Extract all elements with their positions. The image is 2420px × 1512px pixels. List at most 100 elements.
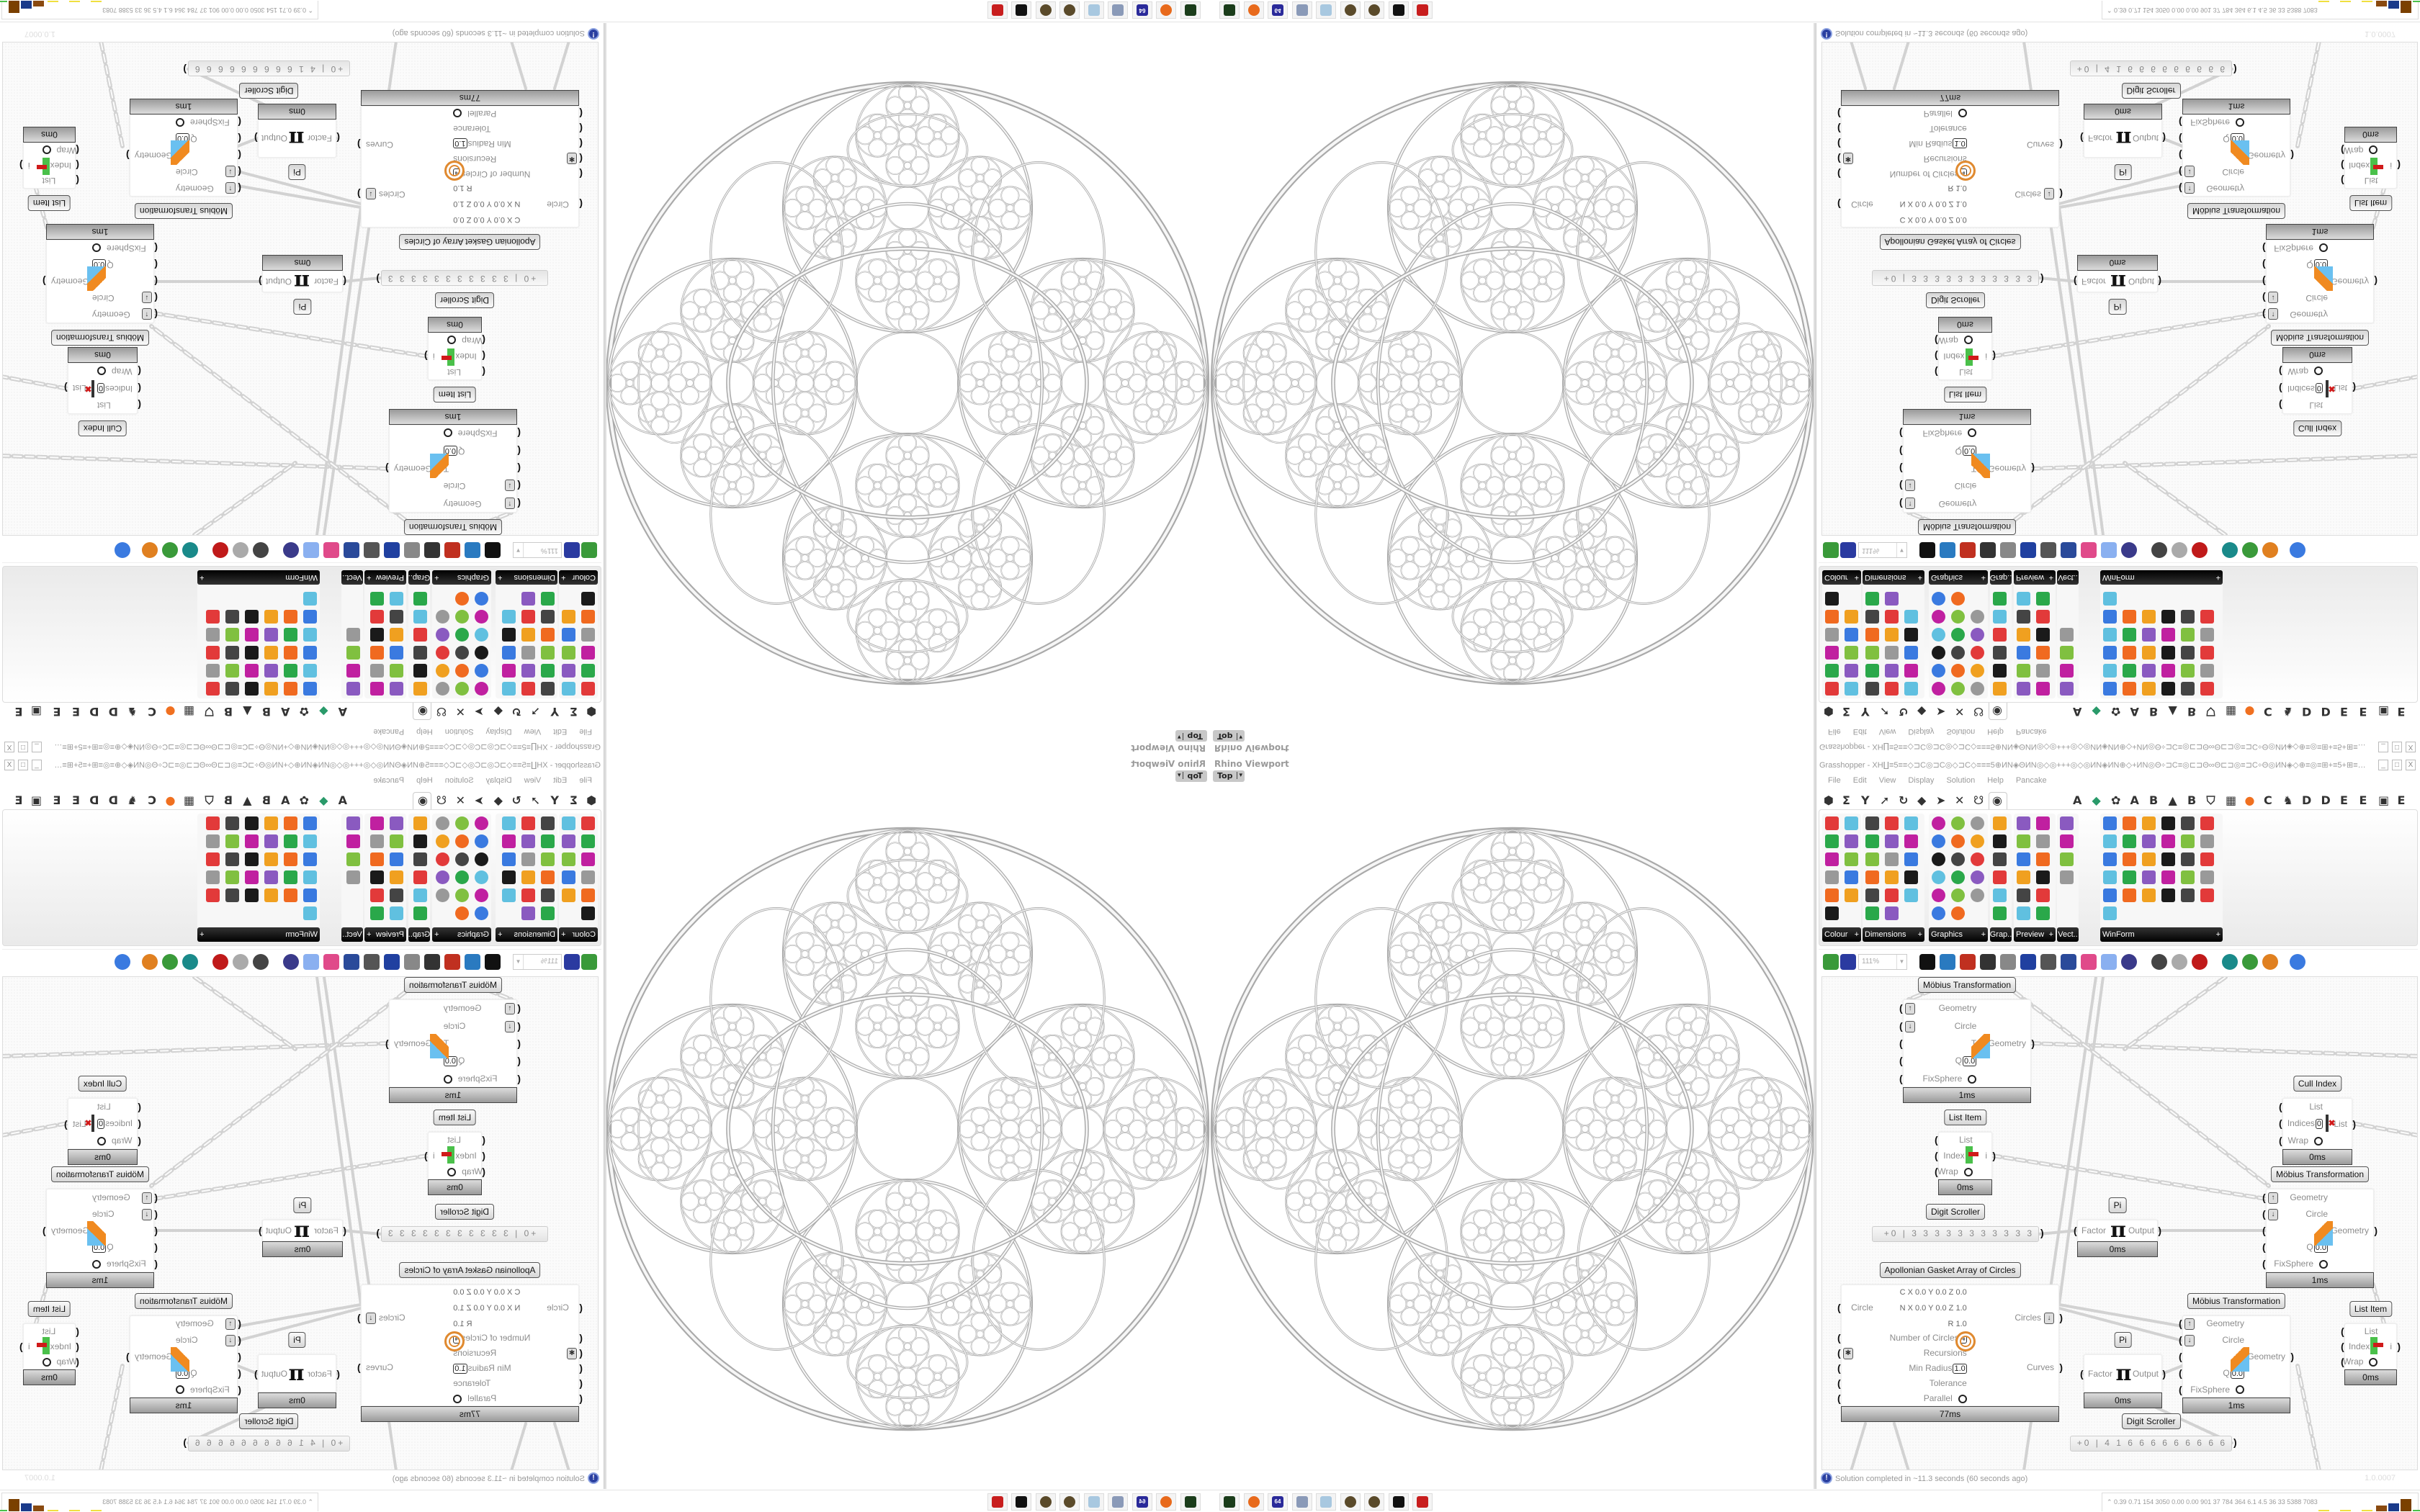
component-icon[interactable]: [1865, 906, 1879, 920]
component-icon[interactable]: [1885, 852, 1899, 866]
panel-footer[interactable]: Graphics +: [1929, 927, 1988, 942]
panel-footer[interactable]: Grap..: [1990, 927, 2012, 942]
tab-icon[interactable]: ⬢: [586, 793, 596, 807]
input-grip[interactable]: (: [1935, 366, 1938, 378]
component-icon[interactable]: [264, 852, 278, 866]
component-icon[interactable]: [475, 870, 488, 884]
component-icon[interactable]: [370, 870, 384, 884]
tab-icon[interactable]: B: [2187, 705, 2197, 719]
component-icon[interactable]: [1932, 682, 1945, 696]
component-icon[interactable]: [2142, 852, 2156, 866]
input-param[interactable]: (Parallel: [1837, 105, 2058, 120]
input-grip[interactable]: (: [1837, 1392, 1841, 1405]
component-title[interactable]: Pi: [2114, 164, 2132, 180]
panel-footer[interactable]: Dimensions +: [496, 927, 557, 942]
taskbar-app[interactable]: 64: [1268, 1, 1288, 19]
input-grip[interactable]: (: [1837, 138, 1841, 150]
output-label[interactable]: Geometry: [1988, 464, 2026, 474]
package-icon[interactable]: [323, 954, 339, 970]
taskbar-app[interactable]: [1340, 1493, 1361, 1511]
wire-cross-icon[interactable]: [283, 954, 299, 970]
input-param[interactable]: (Wrap: [2279, 362, 2352, 379]
menu-file[interactable]: File: [579, 727, 592, 736]
component-icon[interactable]: [2200, 870, 2214, 884]
input-param[interactable]: (FixSphere: [1899, 1071, 2030, 1088]
input-param[interactable]: (↑ Geometry: [2262, 1189, 2373, 1206]
component-icon[interactable]: [1932, 870, 1945, 884]
component-icon[interactable]: [455, 870, 469, 884]
component-icon[interactable]: [2142, 870, 2156, 884]
component-icon[interactable]: [1885, 610, 1899, 624]
input-grip[interactable]: (: [1899, 1037, 1903, 1049]
tab-icon[interactable]: D: [2302, 705, 2312, 719]
component-icon[interactable]: [502, 834, 516, 848]
tab-icon[interactable]: ☋: [1973, 705, 1984, 719]
component-icon[interactable]: [1904, 664, 1918, 678]
component-m-bius-transformation[interactable]: Möbius Transformation(↑ Geometry(↓ Circle(…: [42, 1166, 158, 1288]
component-icon[interactable]: [2060, 870, 2074, 884]
menu-view[interactable]: View: [524, 727, 542, 736]
panel-footer[interactable]: WinForm +: [2100, 927, 2223, 942]
output-label[interactable]: Curves: [366, 1362, 394, 1372]
output-grip[interactable]: ): [357, 1311, 361, 1323]
tab-icon[interactable]: ✿: [299, 705, 309, 719]
component-icon[interactable]: [413, 906, 427, 920]
component-icon[interactable]: [1971, 682, 1984, 696]
tab-icon[interactable]: Σ: [570, 793, 578, 807]
tab-icon[interactable]: ▲: [243, 705, 252, 719]
input-param[interactable]: (List: [1935, 1133, 1991, 1148]
input-param[interactable]: (↑ Geometry: [2179, 1316, 2290, 1333]
output-grip[interactable]: ): [2031, 463, 2035, 474]
output-label[interactable]: i: [2390, 1341, 2392, 1351]
input-grip[interactable]: (: [343, 1225, 346, 1236]
output-grip[interactable]: ): [357, 1361, 361, 1373]
component-icon[interactable]: [2036, 682, 2050, 696]
component-icon[interactable]: [1971, 628, 1984, 642]
component-icon[interactable]: [2181, 664, 2195, 678]
taskbar-app[interactable]: [1412, 1493, 1433, 1511]
component-icon[interactable]: [436, 852, 449, 866]
input-grip[interactable]: (: [2279, 382, 2282, 395]
input-grip[interactable]: (: [1837, 1301, 1841, 1313]
bake-icon[interactable]: [1980, 542, 1996, 558]
input-param[interactable]: (FixSphere: [2262, 239, 2373, 256]
menu-solution[interactable]: Solution: [1946, 727, 1976, 736]
input-grip[interactable]: (: [517, 1072, 521, 1084]
component-m-bius-transformation[interactable]: Möbius Transformation(↑ Geometry(↓ Circle(…: [2262, 1166, 2378, 1288]
component-title[interactable]: Digit Scroller: [1925, 292, 1986, 308]
maximize-button[interactable]: □: [2392, 760, 2402, 770]
input-param[interactable]: (↑ Geometry: [2262, 306, 2373, 323]
component-icon[interactable]: [2103, 816, 2117, 830]
panel-footer[interactable]: WinForm +: [197, 927, 320, 942]
expand-icon[interactable]: +: [200, 930, 205, 939]
component-icon[interactable]: [206, 870, 220, 884]
output-grip[interactable]: ): [2059, 139, 2063, 151]
tab-icon[interactable]: Y: [1861, 793, 1870, 807]
component-icon[interactable]: [1993, 852, 2007, 866]
input-param[interactable]: (Index1: [429, 1148, 485, 1164]
sketch-pen-icon[interactable]: [1960, 542, 1976, 558]
component-icon[interactable]: [303, 834, 317, 848]
output-grip[interactable]: ): [254, 1367, 258, 1380]
input-grip[interactable]: (: [76, 1340, 79, 1352]
input-grip[interactable]: (: [1899, 463, 1903, 475]
component-icon[interactable]: [521, 870, 535, 884]
component-title[interactable]: Digit Scroller: [434, 1204, 495, 1220]
component-icon[interactable]: [1932, 592, 1945, 606]
tab-icon[interactable]: ◆: [1917, 705, 1927, 719]
new-file-icon[interactable]: [1823, 954, 1839, 970]
component-icon[interactable]: [2103, 906, 2117, 920]
taskbar-app[interactable]: [1180, 1493, 1201, 1511]
surface-green-icon[interactable]: [162, 954, 178, 970]
tab-icon[interactable]: Σ: [570, 705, 578, 719]
minimize-button[interactable]: _: [2378, 760, 2388, 770]
input-param[interactable]: (FixSphere: [130, 1382, 241, 1398]
input-grip[interactable]: (: [2179, 1334, 2182, 1346]
component-icon[interactable]: [2181, 646, 2195, 660]
tab-icon[interactable]: ➤: [474, 793, 484, 807]
